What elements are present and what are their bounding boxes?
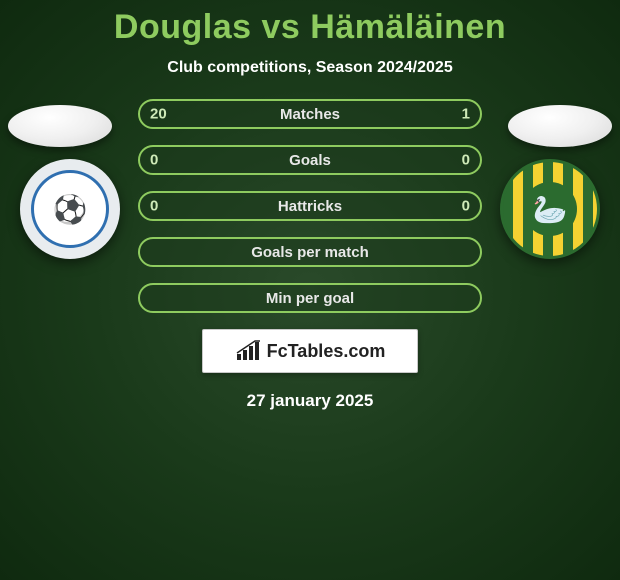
stat-value-left: 20 [150, 106, 167, 123]
stat-label: Goals [289, 152, 331, 169]
player-head-left [8, 105, 112, 147]
stat-row-goals: 0 Goals 0 [138, 145, 482, 175]
club-badge-left: ⚽ [20, 159, 120, 259]
page-title: Douglas vs Hämäläinen [0, 0, 620, 47]
date-label: 27 january 2025 [0, 391, 620, 411]
comparison-area: ⚽ 🦢 20 Matches 1 0 Goals 0 0 Hattricks 0… [0, 99, 620, 411]
stat-label: Goals per match [251, 244, 369, 261]
player-head-right [508, 105, 612, 147]
stat-value-left: 0 [150, 152, 158, 169]
attribution-text: FcTables.com [267, 341, 386, 362]
stork-icon: 🦢 [523, 182, 577, 236]
stat-row-matches: 20 Matches 1 [138, 99, 482, 129]
club-badge-right: 🦢 [500, 159, 600, 259]
stat-value-right: 1 [462, 106, 470, 123]
stat-label: Matches [280, 106, 340, 123]
stat-row-hattricks: 0 Hattricks 0 [138, 191, 482, 221]
stat-value-right: 0 [462, 198, 470, 215]
stat-row-min-per-goal: Min per goal [138, 283, 482, 313]
attribution-logo: FcTables.com [202, 329, 418, 373]
stat-value-left: 0 [150, 198, 158, 215]
stat-value-right: 0 [462, 152, 470, 169]
stat-label: Min per goal [266, 290, 354, 307]
bar-chart-icon [235, 340, 261, 362]
stat-label: Hattricks [278, 198, 342, 215]
stats-rows: 20 Matches 1 0 Goals 0 0 Hattricks 0 Goa… [138, 99, 482, 313]
soccer-ball-icon: ⚽ [31, 170, 109, 248]
subtitle: Club competitions, Season 2024/2025 [0, 59, 620, 77]
stat-row-goals-per-match: Goals per match [138, 237, 482, 267]
